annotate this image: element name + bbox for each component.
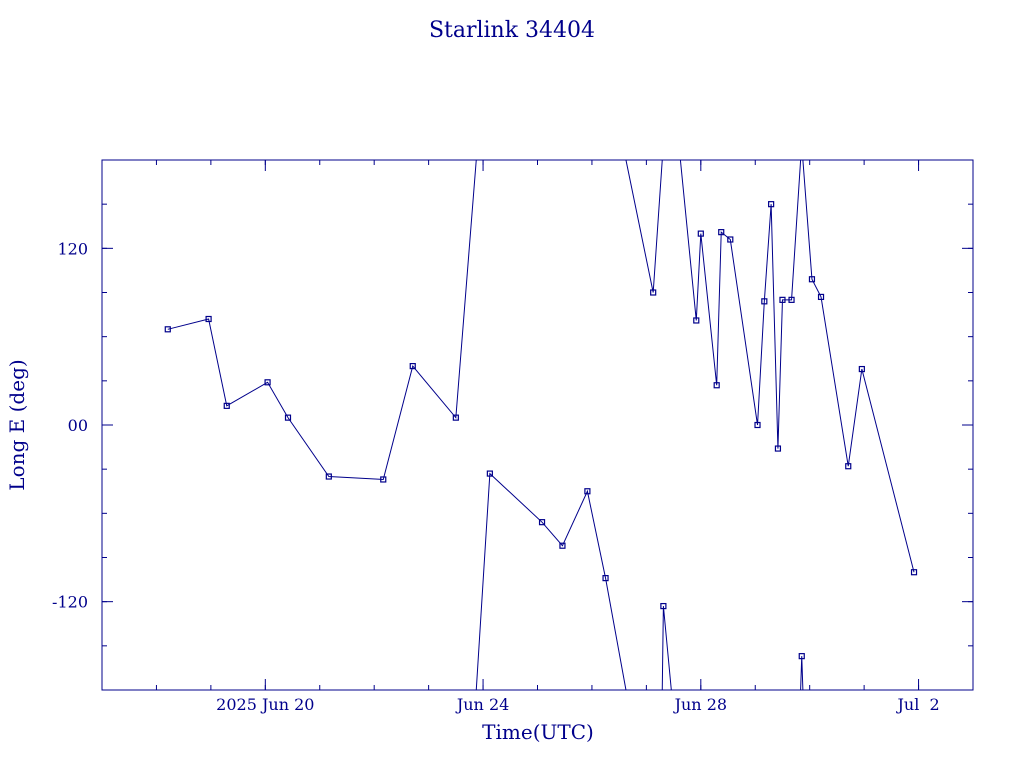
data-point-marker bbox=[205, 315, 212, 323]
y-tick-label: -120 bbox=[52, 593, 88, 612]
y-tick-label: 120 bbox=[57, 239, 88, 258]
tick-labels: 2025 Jun 20 Jun 24 Jun 28 Jul 2 120 00 -120 bbox=[52, 239, 940, 714]
chart-title: Starlink 34404 bbox=[429, 18, 595, 43]
series-line-segment bbox=[800, 656, 804, 690]
series-line-segment bbox=[625, 160, 663, 293]
x-axis-label: Time(UTC) bbox=[482, 720, 594, 744]
x-tick-label: Jun 28 bbox=[673, 695, 727, 714]
series-line-segment bbox=[475, 472, 627, 690]
y-tick-label: 00 bbox=[68, 416, 88, 435]
data-point-marker bbox=[910, 569, 918, 576]
series-line-segment bbox=[167, 160, 477, 480]
x-tick-label: 2025 Jun 20 bbox=[216, 695, 314, 714]
data-point-marker bbox=[559, 542, 566, 549]
data-point-marker bbox=[164, 326, 171, 333]
data-point-marker bbox=[264, 379, 271, 386]
data-point-marker bbox=[584, 488, 591, 495]
series-line-segment bbox=[671, 160, 802, 449]
series-line-segment bbox=[661, 606, 672, 690]
series-layer bbox=[164, 160, 918, 690]
plot-frame bbox=[101, 159, 974, 691]
series-line-segment bbox=[802, 160, 915, 573]
data-point-marker bbox=[223, 402, 230, 409]
data-point-marker bbox=[409, 363, 416, 370]
minor-ticks bbox=[102, 160, 973, 690]
data-point-marker bbox=[284, 414, 292, 421]
y-axis-label: Long E (deg) bbox=[5, 359, 29, 490]
major-ticks bbox=[102, 160, 973, 690]
x-tick-label: Jun 24 bbox=[455, 695, 509, 714]
x-tick-label: Jul 2 bbox=[895, 695, 939, 714]
data-point-marker bbox=[538, 519, 546, 526]
